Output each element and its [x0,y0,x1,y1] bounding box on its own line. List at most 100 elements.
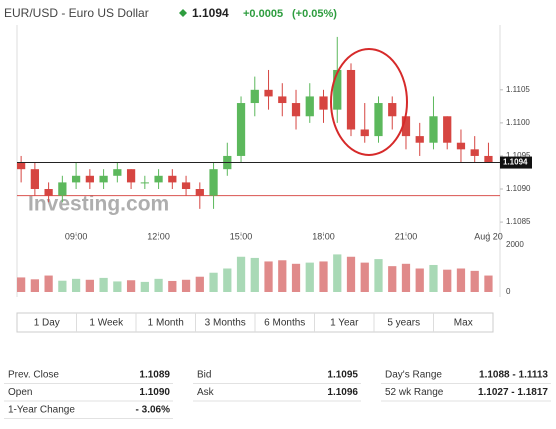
candle-body [44,189,53,196]
volume-bar [195,276,204,292]
range-button-label[interactable]: 5 years [387,318,420,329]
candle-body [195,189,204,196]
volume-bar [484,275,493,292]
stat-label: Prev. Close [8,370,59,381]
candle-body [429,116,438,143]
candle-body [17,162,26,170]
volume-bar [415,268,424,292]
candle-body [140,182,149,184]
candle-body [484,155,493,163]
candle-body [346,69,356,130]
volume-bar [333,254,342,292]
last-price-label: 1.1094 [503,158,528,167]
candle-body [99,175,108,183]
candle-body [58,182,67,196]
candle-body [181,182,191,190]
stat-label: Day's Range [385,370,442,381]
stat-label: 1-Year Change [8,405,75,416]
stat-value: - 3.06% [136,405,171,416]
stat-value: 1.1096 [327,387,358,398]
price-change: +0.0005 [243,8,283,20]
candle-body [113,169,122,176]
x-tick-label: 09:00 [65,231,88,241]
x-tick-label: Aug 20 [474,231,503,241]
candle-body [278,96,287,104]
candle-body [250,89,259,104]
candle-body [71,175,81,183]
stats-table: Prev. Close 1.1089 Open 1.1090 1-Year Change… [4,370,551,419]
watermark: Investing.com [28,193,169,216]
candle-body [456,142,466,150]
candle-body [333,69,342,110]
y-tick-label: 1.1105 [506,85,530,94]
chart: Investing.com 1.1085 1.1090 1.1095 1.1100 1.1… [17,36,532,296]
range-buttons: 1 Day 1 Week 1 Month 3 Months 6 Months 1 Year… [34,313,473,332]
volume-bar [360,262,369,292]
candle-body [374,103,383,137]
stat-value: 1.1088 - 1.1113 [479,370,548,381]
volume-bar [126,280,136,292]
candle-body [305,96,314,117]
candle-body [85,175,94,183]
volume-bar [291,263,301,292]
volume-bar [401,263,411,292]
candle-body [319,96,328,110]
volume-bar [388,266,397,292]
stat-label: Bid [197,370,211,381]
range-button-label[interactable]: 1 Month [148,318,184,329]
volume-bar [443,269,452,292]
stat-label: Open [8,387,32,398]
instrument-title: EUR/USD - Euro US Dollar [4,6,149,20]
volume-bar [71,278,81,292]
volume-bar [305,262,314,292]
candle-body [209,169,218,196]
stat-value: 1.1090 [139,387,170,398]
volume-bar [181,279,191,292]
up-indicator [179,9,187,17]
range-button-label[interactable]: 1 Day [34,318,60,329]
volume-bar [168,280,177,292]
range-button-label[interactable]: 1 Year [330,318,359,329]
volume-bar [374,259,383,292]
volume-bar [223,268,232,292]
x-tick-label: 21:00 [395,231,418,241]
y-tick-label: 1.1100 [506,118,530,127]
volume-bar [58,280,67,292]
range-button-label[interactable]: 1 Week [89,318,124,329]
volume-bar [278,260,287,292]
volume-bar [85,279,94,292]
stat-label: 52 wk Range [385,387,444,398]
candle-body [291,103,301,117]
candle-body [388,103,397,117]
volume-bar [346,256,356,292]
candle-body [415,136,424,143]
volume-bar [250,257,259,292]
range-button-label[interactable]: 6 Months [264,318,305,329]
volume-tick-label: 0 [506,287,511,296]
range-button-label[interactable]: Max [454,318,473,329]
candle-body [154,175,163,183]
stat-label: Ask [197,387,215,398]
x-tick-label: 12:00 [147,231,170,241]
candle-body [360,129,369,137]
last-price-box [500,156,532,169]
volume-bar [44,275,53,292]
candle-body [236,103,246,156]
candle-body [443,116,452,143]
price-change-pct: (+0.05%) [292,8,337,20]
volume-bar [30,279,39,292]
y-tick-label: 1.1085 [506,217,531,226]
volume-bar [456,268,466,292]
y-tick-label: 1.1095 [506,151,531,160]
volume-bar [470,270,479,292]
candle-body [470,149,479,156]
volume-bar [113,281,122,292]
stat-value: 1.1089 [139,370,170,381]
range-button-label[interactable]: 3 Months [205,318,246,329]
candle-body [126,169,136,183]
volume-bar [209,272,218,292]
candle-body [30,169,39,190]
stat-value: 1.1027 - 1.1817 [478,387,548,398]
volume-bar [99,277,108,292]
